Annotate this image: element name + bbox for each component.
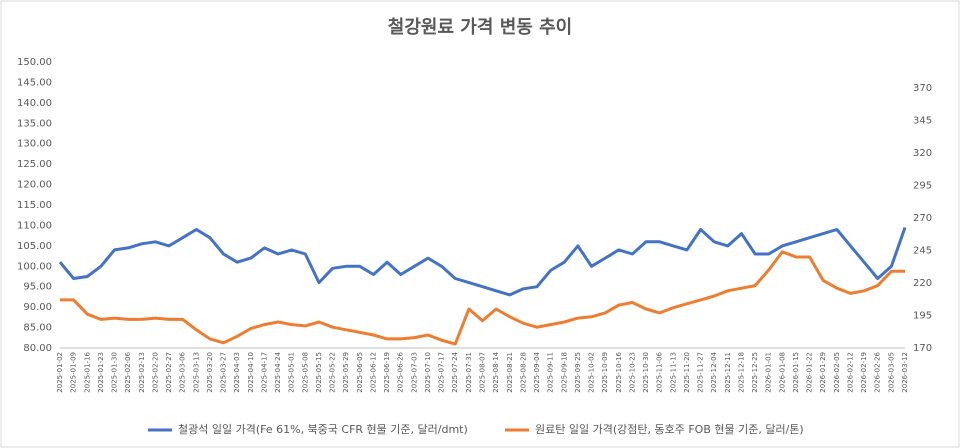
x-tick-label: 2025-04-17 (260, 352, 268, 393)
x-tick-label: 2025-10-16 (615, 351, 623, 392)
y-tick-label: 115.00 (17, 200, 52, 211)
x-tick-label: 2025-04-24 (274, 351, 282, 392)
y2-tick-label: 170 (913, 343, 932, 354)
x-tick-label: 2025-06-05 (356, 352, 364, 393)
x-tick-label: 2025-07-10 (424, 352, 432, 393)
x-tick-label: 2025-03-13 (192, 352, 200, 393)
x-tick-label: 2025-09-04 (533, 351, 541, 392)
x-tick-label: 2025-12-04 (710, 351, 718, 392)
x-tick-label: 2025-03-06 (179, 351, 187, 392)
legend-label: 원료탄 일일 가격(강점탄, 동호주 FOB 현물 기준, 달러/톤) (535, 422, 804, 436)
y2-tick-label: 320 (913, 148, 932, 159)
x-tick-label: 2025-01-23 (97, 352, 105, 393)
x-tick-label: 2026-01-01 (765, 352, 773, 393)
x-tick-label: 2026-01-22 (806, 352, 814, 393)
x-tick-label: 2026-02-26 (874, 351, 882, 392)
x-tick-label: 2025-07-17 (438, 352, 446, 393)
x-tick-label: 2025-11-20 (683, 352, 691, 393)
x-tick-label: 2025-02-13 (138, 352, 146, 393)
x-tick-label: 2025-06-12 (369, 352, 377, 393)
x-tick-label: 2025-04-10 (247, 352, 255, 393)
series-line (58, 227, 907, 297)
x-tick-label: 2025-10-30 (642, 352, 650, 393)
x-tick-label: 2025-03-27 (220, 352, 228, 393)
x-tick-label: 2025-01-30 (111, 352, 119, 393)
y2-tick-label: 370 (913, 83, 932, 94)
x-tick-label: 2025-11-27 (697, 352, 705, 393)
y-tick-label: 90.00 (23, 302, 52, 313)
x-tick-label: 2026-01-15 (792, 352, 800, 393)
x-tick-label: 2025-12-11 (724, 352, 732, 393)
x-tick-label: 2025-11-06 (656, 351, 664, 392)
chart-title: 철강원료 가격 변동 추이 (388, 17, 572, 38)
y-tick-label: 135.00 (17, 118, 52, 129)
x-tick-label: 2025-05-29 (342, 352, 350, 393)
x-tick-label: 2025-06-19 (383, 352, 391, 393)
x-tick-label: 2025-06-26 (397, 351, 405, 392)
x-tick-label: 2025-12-18 (737, 352, 745, 393)
x-tick-label: 2025-04-03 (233, 352, 241, 393)
y-tick-label: 80.00 (23, 343, 52, 354)
x-tick-label: 2025-10-23 (628, 352, 636, 393)
x-tick-label: 2025-07-03 (410, 352, 418, 393)
x-tick-label: 2025-09-25 (574, 352, 582, 393)
x-tick-label: 2025-09-18 (560, 352, 568, 393)
x-tick-label: 2025-07-24 (451, 351, 459, 392)
x-tick-label: 2025-01-16 (83, 351, 91, 392)
y2-tick-label: 220 (913, 278, 932, 289)
x-tick-label: 2025-02-06 (124, 351, 132, 392)
x-tick-label: 2026-01-29 (819, 352, 827, 393)
y2-tick-label: 295 (913, 181, 932, 192)
x-tick-label: 2026-02-12 (846, 352, 854, 393)
legend-label: 철광석 일일 가격(Fe 61%, 북중국 CFR 현물 기준, 달러/dmt) (178, 422, 468, 436)
y-tick-label: 150.00 (17, 57, 52, 68)
x-tick-label: 2025-12-25 (751, 352, 759, 393)
x-tick-label: 2025-11-13 (669, 352, 677, 393)
y2-tick-label: 270 (913, 213, 932, 224)
y-tick-label: 120.00 (17, 180, 52, 191)
x-tick-label: 2026-01-08 (778, 352, 786, 393)
x-tick-label: 2025-05-22 (329, 352, 337, 393)
y2-tick-label: 345 (913, 116, 932, 127)
x-tick-label: 2026-02-19 (860, 352, 868, 393)
x-tick-label: 2025-10-02 (588, 352, 596, 393)
x-tick-label: 2026-03-05 (887, 352, 895, 393)
x-tick-label: 2026-03-12 (901, 352, 909, 393)
x-tick-label: 2025-08-28 (519, 352, 527, 393)
x-tick-label: 2025-01-09 (70, 352, 78, 393)
x-tick-label: 2025-10-09 (601, 352, 609, 393)
x-tick-label: 2025-02-20 (151, 352, 159, 393)
x-tick-label: 2025-03-20 (206, 352, 214, 393)
x-tick-label: 2025-05-01 (288, 352, 296, 393)
x-tick-label: 2025-07-31 (465, 352, 473, 393)
x-tick-label: 2025-01-02 (56, 352, 64, 393)
x-tick-label: 2025-05-08 (301, 352, 309, 393)
y2-tick-label: 195 (913, 311, 932, 322)
x-tick-label: 2025-02-27 (165, 352, 173, 393)
y-tick-label: 100.00 (17, 261, 52, 272)
y-tick-label: 105.00 (17, 241, 52, 252)
y-tick-label: 140.00 (17, 98, 52, 109)
y-tick-label: 130.00 (17, 139, 52, 150)
y-tick-label: 110.00 (17, 220, 52, 231)
x-tick-label: 2026-02-05 (833, 352, 841, 393)
x-tick-label: 2025-08-21 (506, 352, 514, 393)
x-tick-label: 2025-05-15 (315, 352, 323, 393)
x-tick-label: 2025-08-14 (492, 351, 500, 392)
y-tick-label: 95.00 (23, 282, 52, 293)
y-tick-label: 85.00 (23, 323, 52, 334)
y2-tick-label: 245 (913, 246, 932, 257)
x-tick-label: 2025-09-11 (547, 352, 555, 393)
series-line (60, 250, 905, 346)
x-tick-label: 2025-08-07 (479, 352, 487, 393)
y-tick-label: 125.00 (17, 159, 52, 170)
y-tick-label: 145.00 (17, 77, 52, 88)
